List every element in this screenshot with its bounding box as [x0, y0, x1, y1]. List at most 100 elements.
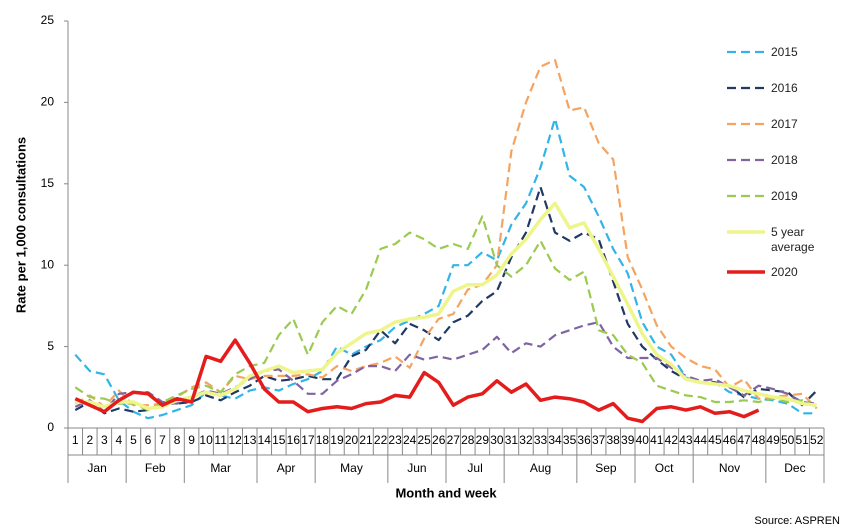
x-tick-label: 3 — [101, 433, 108, 447]
x-tick-label: 38 — [607, 433, 621, 447]
legend-label: 2018 — [771, 153, 798, 167]
x-tick-label: 32 — [519, 433, 533, 447]
x-axis-label: Month and week — [395, 485, 497, 500]
x-tick-label: 19 — [330, 433, 344, 447]
month-label: Jul — [467, 461, 482, 475]
legend-swatch — [727, 158, 765, 162]
legend-swatch — [727, 230, 765, 234]
legend-label: 2019 — [771, 189, 798, 203]
x-tick-label: 33 — [534, 433, 548, 447]
x-tick-label: 34 — [548, 433, 562, 447]
y-tick-label: 20 — [41, 95, 55, 109]
series-line — [74, 186, 818, 415]
month-label: Dec — [784, 461, 805, 475]
month-label: Mar — [210, 461, 231, 475]
x-tick-label: 47 — [737, 433, 751, 447]
x-tick-label: 22 — [374, 433, 388, 447]
legend-swatch — [727, 86, 765, 90]
legend: 2015 2016 2017 2018 2019 5 year average 2020 — [727, 40, 837, 296]
legend-label: 2016 — [771, 81, 798, 95]
x-tick-label: 21 — [359, 433, 373, 447]
y-tick-label: 10 — [41, 257, 55, 271]
month-label: Feb — [145, 461, 166, 475]
month-label: Sep — [595, 461, 617, 475]
x-tick-label: 42 — [665, 433, 679, 447]
month-label: Oct — [655, 461, 674, 475]
month-label: Jun — [407, 461, 426, 475]
month-label: Jan — [87, 461, 106, 475]
x-tick-label: 43 — [679, 433, 693, 447]
legend-item: 2019 — [727, 184, 837, 220]
x-tick-label: 18 — [316, 433, 330, 447]
x-tick-label: 9 — [188, 433, 195, 447]
x-tick-label: 25 — [418, 433, 432, 447]
source: Source: ASPREN — [754, 515, 840, 527]
x-tick-label: 8 — [174, 433, 181, 447]
legend-item: 2015 — [727, 40, 837, 76]
legend-item: 2018 — [727, 148, 837, 184]
x-tick-label: 37 — [592, 433, 606, 447]
x-tick-label: 14 — [258, 433, 272, 447]
legend-swatch — [727, 50, 765, 54]
x-tick-label: 13 — [243, 433, 257, 447]
series-line — [74, 117, 817, 420]
x-tick-label: 24 — [403, 433, 417, 447]
legend-item: 2020 — [727, 260, 837, 296]
x-tick-label: 7 — [159, 433, 166, 447]
legend-swatch — [727, 122, 765, 126]
x-tick-label: 16 — [287, 433, 301, 447]
x-tick-label: 20 — [345, 433, 359, 447]
x-tick-label: 46 — [723, 433, 737, 447]
month-label: Apr — [277, 461, 296, 475]
x-tick-label: 50 — [781, 433, 795, 447]
x-tick-label: 52 — [810, 433, 824, 447]
x-tick-label: 29 — [476, 433, 490, 447]
x-tick-label: 6 — [145, 433, 152, 447]
legend-label: 5 year average — [771, 225, 815, 254]
x-tick-label: 4 — [116, 433, 123, 447]
y-tick-label: 5 — [47, 339, 54, 353]
month-label: Nov — [719, 461, 740, 475]
x-tick-label: 26 — [432, 433, 446, 447]
x-tick-label: 17 — [301, 433, 315, 447]
x-tick-label: 49 — [766, 433, 780, 447]
x-tick-label: 10 — [199, 433, 213, 447]
month-label: Aug — [530, 461, 551, 475]
x-tick-label: 48 — [752, 433, 766, 447]
x-tick-label: 2 — [86, 433, 93, 447]
x-tick-label: 41 — [650, 433, 664, 447]
legend-label: 2017 — [771, 117, 798, 131]
legend-swatch — [727, 270, 765, 274]
x-tick-label: 23 — [388, 433, 402, 447]
legend-item: 2017 — [727, 112, 837, 148]
x-tick-label: 11 — [214, 433, 227, 447]
x-tick-label: 31 — [505, 433, 519, 447]
x-tick-label: 36 — [577, 433, 591, 447]
legend-item: 2016 — [727, 76, 837, 112]
x-tick-label: 35 — [563, 433, 577, 447]
x-tick-label: 39 — [621, 433, 635, 447]
x-tick-label: 40 — [636, 433, 650, 447]
y-tick-label: 0 — [47, 420, 54, 434]
x-tick-label: 28 — [461, 433, 475, 447]
series-line — [74, 215, 818, 412]
x-tick-label: 12 — [229, 433, 243, 447]
series-line — [74, 338, 760, 424]
x-tick-label: 44 — [694, 433, 708, 447]
y-tick-label: 15 — [41, 176, 55, 190]
x-tick-label: 27 — [447, 433, 461, 447]
x-tick-label: 1 — [72, 433, 79, 447]
legend-swatch — [727, 194, 765, 198]
month-label: May — [340, 461, 363, 475]
x-tick-label: 30 — [490, 433, 504, 447]
x-tick-label: 15 — [272, 433, 286, 447]
x-tick-label: 45 — [708, 433, 722, 447]
legend-item: 5 year average — [727, 220, 837, 260]
legend-label: 2020 — [771, 265, 798, 279]
legend-label: 2015 — [771, 45, 798, 59]
x-tick-label: 51 — [796, 433, 810, 447]
series-line — [74, 59, 818, 410]
y-tick-label: 25 — [41, 13, 55, 27]
